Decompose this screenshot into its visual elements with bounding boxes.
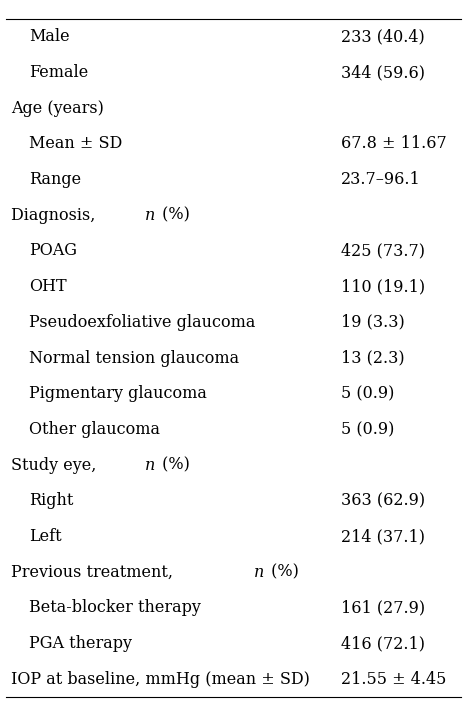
Text: 363 (62.9): 363 (62.9): [341, 492, 425, 509]
Text: (%): (%): [157, 457, 190, 474]
Text: Pseudoexfoliative glaucoma: Pseudoexfoliative glaucoma: [29, 314, 255, 331]
Text: Mean ± SD: Mean ± SD: [29, 135, 122, 152]
Text: 67.8 ± 11.67: 67.8 ± 11.67: [341, 135, 447, 152]
Text: 23.7–96.1: 23.7–96.1: [341, 171, 420, 188]
Text: 5 (0.9): 5 (0.9): [341, 385, 394, 402]
Text: 110 (19.1): 110 (19.1): [341, 278, 425, 295]
Text: 233 (40.4): 233 (40.4): [341, 28, 424, 45]
Text: Diagnosis,: Diagnosis,: [11, 207, 100, 224]
Text: 214 (37.1): 214 (37.1): [341, 528, 425, 545]
Text: (%): (%): [157, 207, 190, 224]
Text: POAG: POAG: [29, 242, 77, 259]
Text: n: n: [145, 207, 155, 224]
Text: Right: Right: [29, 492, 73, 509]
Text: 425 (73.7): 425 (73.7): [341, 242, 425, 259]
Text: 19 (3.3): 19 (3.3): [341, 314, 404, 331]
Text: Pigmentary glaucoma: Pigmentary glaucoma: [29, 385, 207, 402]
Text: Male: Male: [29, 28, 70, 45]
Text: Study eye,: Study eye,: [11, 457, 101, 474]
Text: 161 (27.9): 161 (27.9): [341, 599, 425, 616]
Text: PGA therapy: PGA therapy: [29, 635, 132, 652]
Text: n: n: [145, 457, 155, 474]
Text: Female: Female: [29, 64, 89, 81]
Text: 5 (0.9): 5 (0.9): [341, 421, 394, 438]
Text: Normal tension glaucoma: Normal tension glaucoma: [29, 350, 239, 367]
Text: OHT: OHT: [29, 278, 67, 295]
Text: 13 (2.3): 13 (2.3): [341, 350, 404, 367]
Text: 21.55 ± 4.45: 21.55 ± 4.45: [341, 671, 446, 688]
Text: Beta-blocker therapy: Beta-blocker therapy: [29, 599, 201, 616]
Text: 416 (72.1): 416 (72.1): [341, 635, 425, 652]
Text: Left: Left: [29, 528, 62, 545]
Text: Other glaucoma: Other glaucoma: [29, 421, 160, 438]
Text: Previous treatment,: Previous treatment,: [11, 564, 178, 581]
Text: n: n: [254, 564, 264, 581]
Text: Range: Range: [29, 171, 82, 188]
Text: (%): (%): [266, 564, 299, 581]
Text: Age (years): Age (years): [11, 100, 103, 117]
Text: IOP at baseline, mmHg (mean ± SD): IOP at baseline, mmHg (mean ± SD): [11, 671, 310, 688]
Text: 344 (59.6): 344 (59.6): [341, 64, 425, 81]
